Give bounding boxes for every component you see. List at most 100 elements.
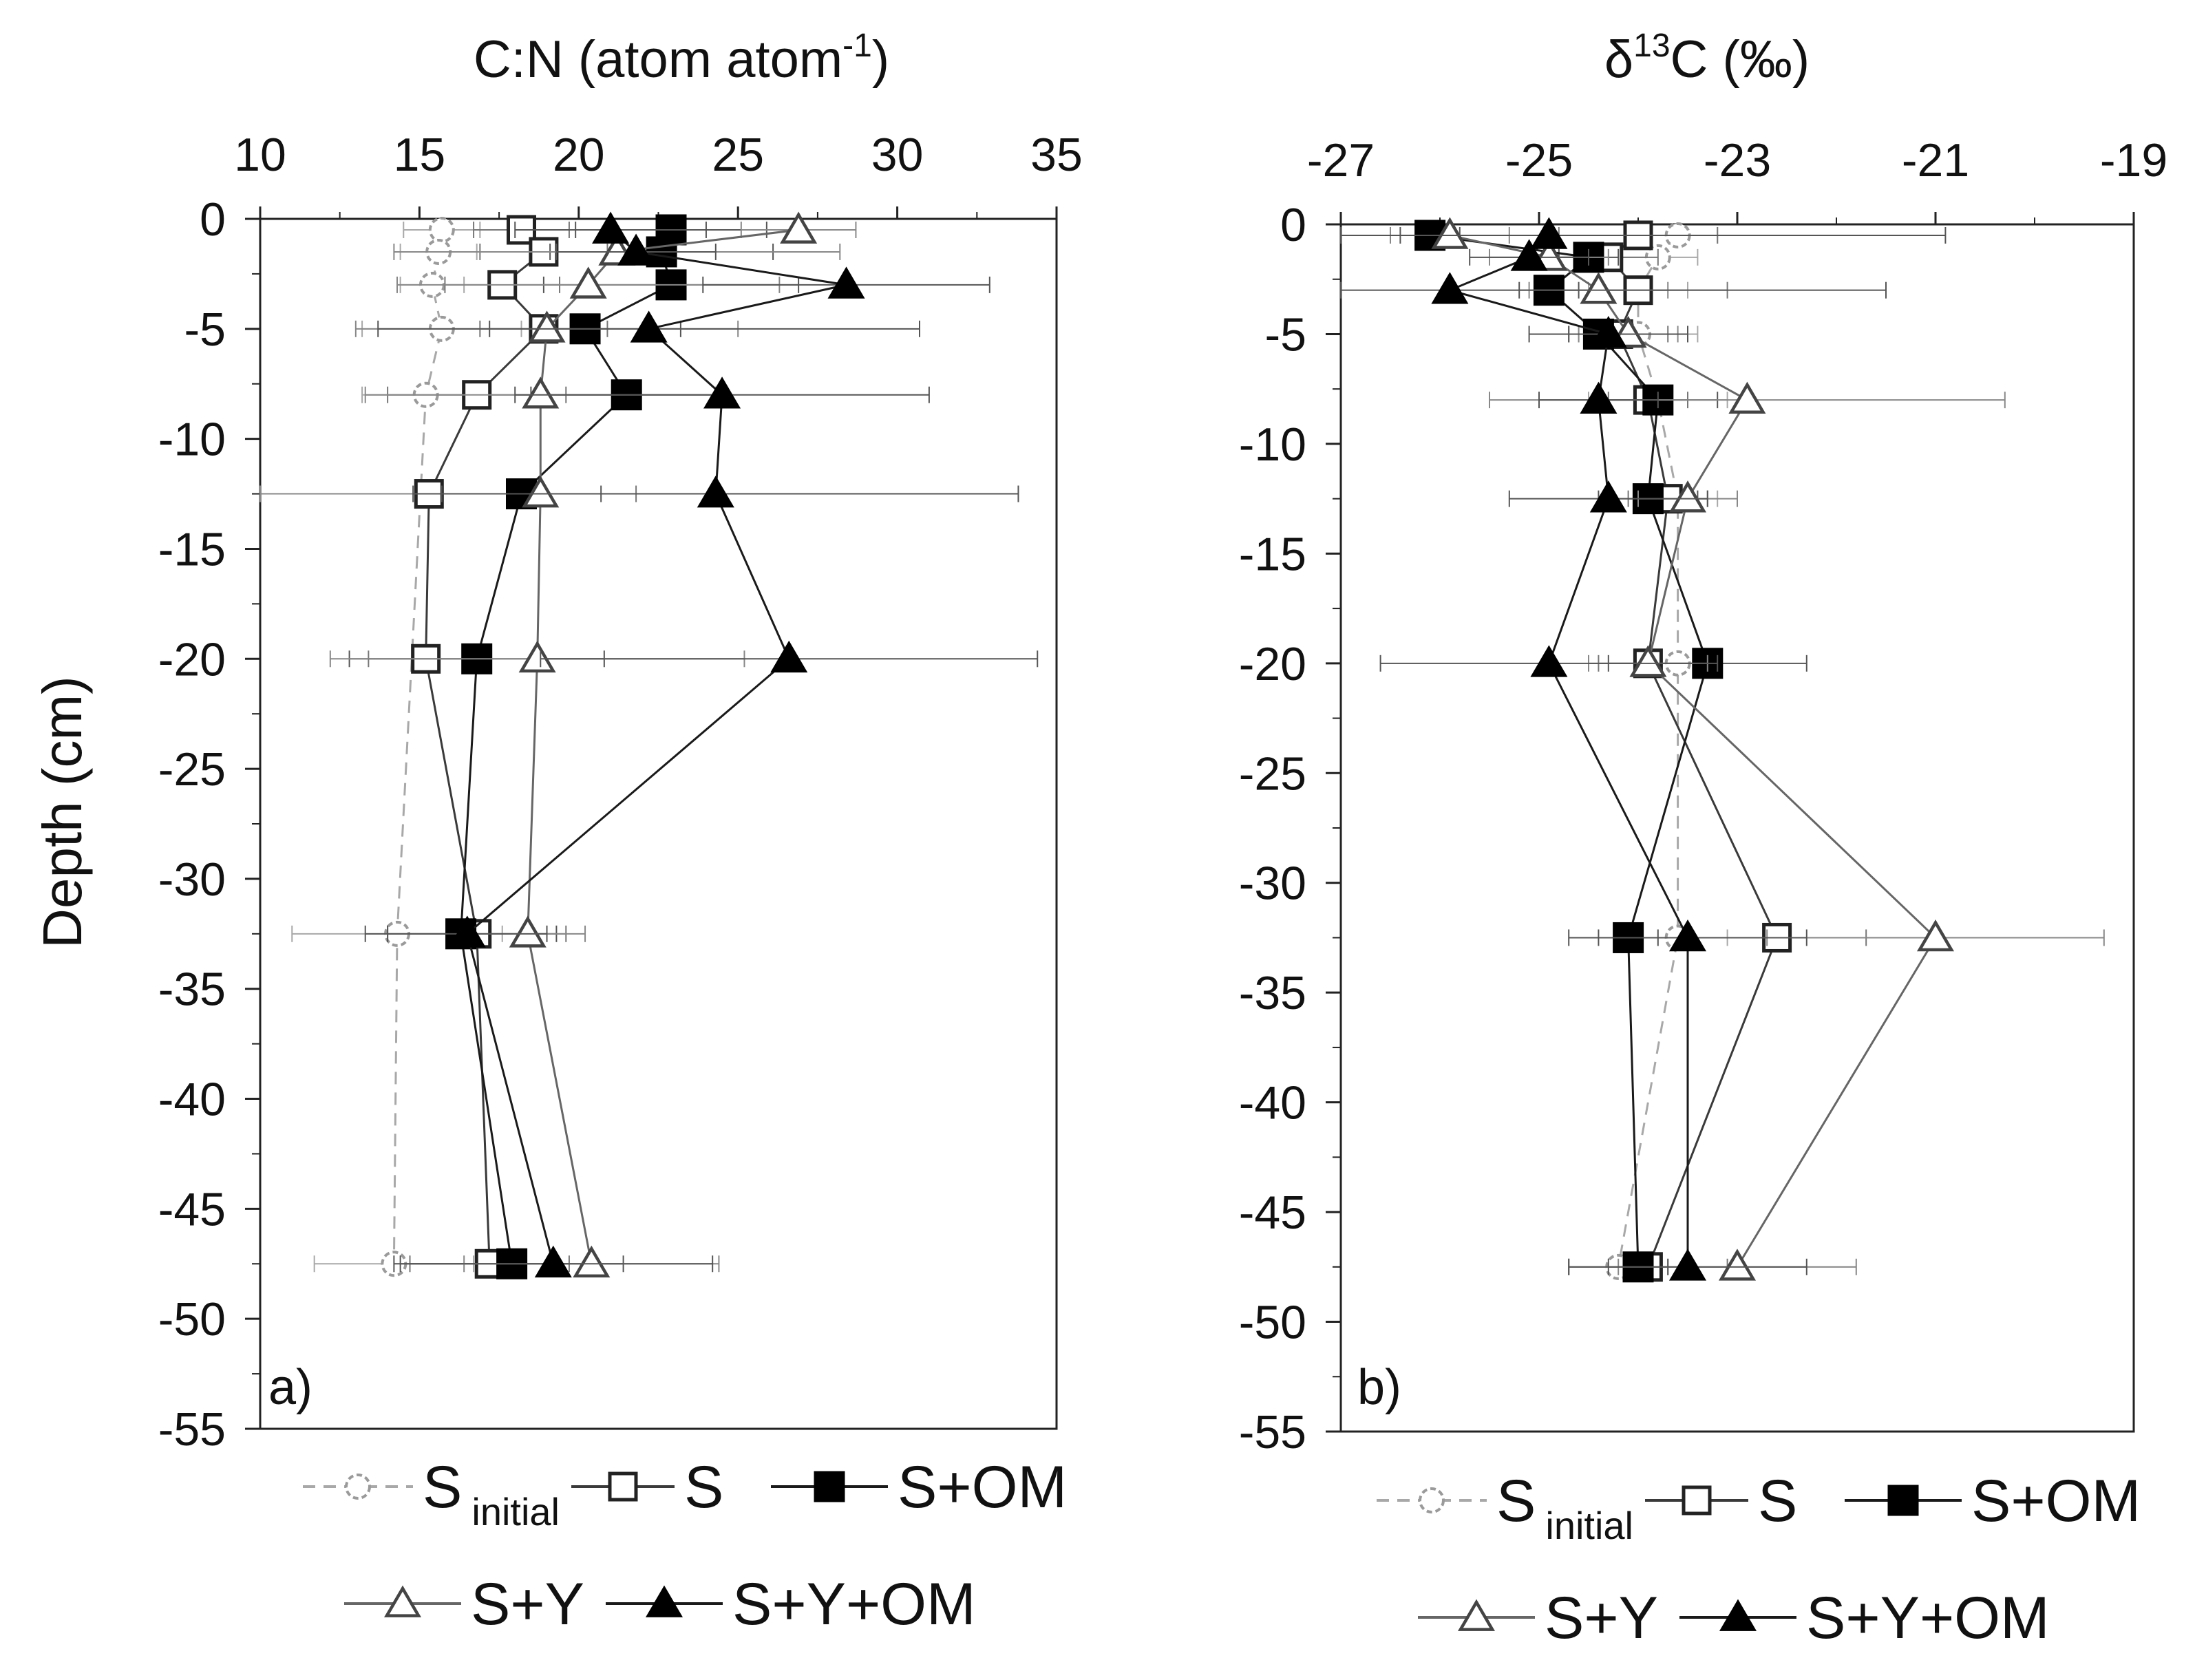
legend-item-s_y_om: S+Y+OM bbox=[1679, 1585, 2050, 1651]
y-tick-label: -35 bbox=[1239, 967, 1306, 1019]
x-tick-label: -19 bbox=[2100, 134, 2167, 187]
y-tick-label: -40 bbox=[1239, 1077, 1306, 1129]
x-tick-label: 25 bbox=[712, 129, 764, 181]
series-s_om bbox=[1399, 220, 1807, 1283]
data-point-s_y_om bbox=[534, 1245, 572, 1278]
y-tick-label: -10 bbox=[158, 414, 226, 466]
y-tick-label: -45 bbox=[158, 1183, 226, 1235]
data-point-s_y bbox=[569, 266, 607, 299]
data-point-s_y_om bbox=[1530, 217, 1568, 249]
series-s_om bbox=[348, 214, 800, 1279]
y-tick-label: -30 bbox=[158, 853, 226, 906]
legend-label-s: S bbox=[684, 1454, 723, 1520]
legend-marker-s_om bbox=[1887, 1485, 1919, 1516]
data-point-s_y_om bbox=[1530, 645, 1568, 677]
y-tick-label: -25 bbox=[1239, 747, 1306, 800]
data-point-s_y_om bbox=[770, 640, 808, 673]
y-tick-label: -20 bbox=[1239, 638, 1306, 690]
legend-item-s_om: S+OM bbox=[771, 1454, 1067, 1520]
panel-b-label: b) bbox=[1357, 1360, 1401, 1415]
legend-marker-s bbox=[608, 1471, 638, 1502]
panel-a-label: a) bbox=[268, 1360, 312, 1415]
data-point-s_y_om bbox=[703, 376, 741, 409]
legend-marker-s_om bbox=[814, 1471, 845, 1502]
y-tick-label: -50 bbox=[1239, 1297, 1306, 1349]
y-tick-label: -25 bbox=[158, 743, 226, 796]
x-tick-label: -25 bbox=[1505, 134, 1573, 187]
y-tick-label: -5 bbox=[184, 304, 226, 356]
y-tick-label: 0 bbox=[200, 193, 226, 246]
data-point-s_y bbox=[1718, 1248, 1757, 1281]
legend-marker-s_y_om bbox=[645, 1585, 683, 1617]
data-point-s_y bbox=[522, 376, 560, 409]
data-point-s_y bbox=[1629, 645, 1667, 677]
legend-label-s_om: S+OM bbox=[898, 1454, 1067, 1520]
data-point-s_y_om bbox=[1668, 919, 1707, 952]
series-s bbox=[1548, 220, 1867, 1282]
series-s_y bbox=[1390, 217, 2105, 1281]
legend-item-s_y: S+Y bbox=[1418, 1585, 1658, 1651]
legend-item-s: S bbox=[571, 1454, 723, 1520]
legend-item-s_y_om: S+Y+OM bbox=[606, 1571, 976, 1637]
x-tick-label: -27 bbox=[1307, 134, 1375, 187]
data-point-s_y bbox=[1916, 919, 1955, 952]
legend-item-s_y: S+Y bbox=[344, 1571, 584, 1637]
series-line-s_y bbox=[1450, 234, 1937, 1268]
x-tick-label: 35 bbox=[1030, 129, 1083, 181]
data-point-s_y_om bbox=[1668, 1248, 1707, 1281]
data-point-s_y bbox=[1668, 480, 1707, 513]
data-point-s_y_om bbox=[1431, 272, 1469, 304]
legend-marker-s bbox=[1682, 1485, 1712, 1516]
y-tick-label: -15 bbox=[1239, 528, 1306, 580]
series-s bbox=[259, 215, 637, 1279]
data-point-s_y_om bbox=[448, 915, 486, 948]
panel-b: δ13C (‰) -27 -25 -23 -21 -190-5-10-15-20-25-… bbox=[1239, 28, 2167, 1458]
legend-item-s_om: S+OM bbox=[1845, 1468, 2141, 1534]
y-tick-label: -55 bbox=[158, 1403, 226, 1456]
y-tick-label: -35 bbox=[158, 964, 226, 1016]
x-tick-label: 15 bbox=[394, 129, 446, 181]
panel-a-title: C:N (atom atom-1) bbox=[474, 28, 889, 89]
x-tick-label: 20 bbox=[553, 129, 605, 181]
y-tick-label: -50 bbox=[158, 1293, 226, 1346]
data-point-s_y bbox=[573, 1245, 611, 1278]
legend-marker-s_y_om bbox=[1719, 1599, 1757, 1631]
legend-label-s_y_om: S+Y+OM bbox=[732, 1571, 976, 1637]
data-point-s_y bbox=[1580, 272, 1618, 304]
panel-b-title: δ13C (‰) bbox=[1604, 28, 1810, 89]
y-tick-label: -10 bbox=[1239, 418, 1306, 471]
data-point-s_y_om bbox=[630, 310, 668, 343]
legend-label-s_y: S+Y bbox=[471, 1571, 584, 1637]
y-tick-label: -20 bbox=[158, 633, 226, 685]
y-tick-label: -40 bbox=[158, 1074, 226, 1126]
series-s_initial bbox=[291, 216, 522, 1277]
x-tick-label: 10 bbox=[234, 129, 286, 181]
series-s_y_om bbox=[377, 211, 1039, 1278]
legend-marker-s_y bbox=[383, 1585, 422, 1617]
panel-a-data bbox=[259, 211, 1039, 1279]
data-point-s_y bbox=[1431, 217, 1469, 249]
x-tick-label: -21 bbox=[1902, 134, 1969, 187]
plot-frame bbox=[259, 217, 1058, 1430]
x-tick-label: 30 bbox=[871, 129, 924, 181]
legend-label-s_y_om: S+Y+OM bbox=[1806, 1585, 2050, 1651]
y-tick-label: -5 bbox=[1265, 308, 1306, 361]
y-tick-label: -30 bbox=[1239, 858, 1306, 910]
data-point-s_y_om bbox=[617, 233, 655, 266]
legend-label-s_y: S+Y bbox=[1545, 1585, 1658, 1651]
data-point-s_y_om bbox=[1589, 480, 1627, 513]
x-tick-label: -23 bbox=[1704, 134, 1771, 187]
legend-marker-s_initial bbox=[345, 1474, 371, 1500]
y-tick-label: -45 bbox=[1239, 1187, 1306, 1239]
data-point-s_y_om bbox=[592, 211, 630, 244]
series-line-s_initial bbox=[1617, 234, 1679, 1268]
panel-b-data bbox=[1340, 217, 2105, 1283]
y-axis-label: Depth (cm) bbox=[32, 676, 93, 948]
data-point-s_y bbox=[509, 915, 547, 948]
data-point-s_y bbox=[528, 310, 566, 343]
